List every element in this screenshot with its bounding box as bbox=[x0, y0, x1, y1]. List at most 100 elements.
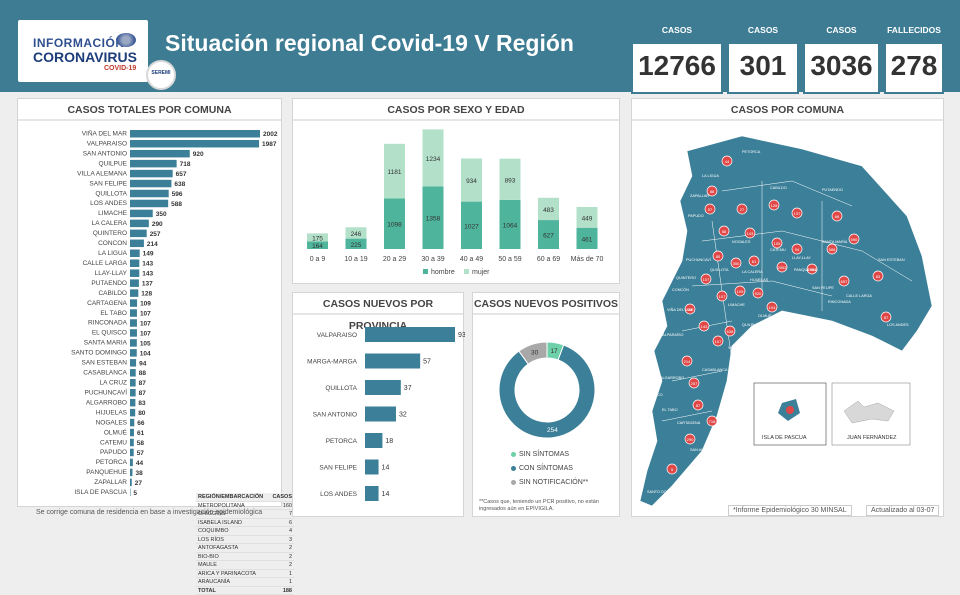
seremi-seal: SEREMI bbox=[146, 60, 176, 90]
map-marker-value: 350 bbox=[733, 261, 740, 266]
donut-value: 254 bbox=[547, 427, 558, 434]
provincia-bar bbox=[365, 460, 379, 475]
map-commune-label: SAN ANTONIO bbox=[690, 448, 716, 452]
age-label: Más de 70 bbox=[571, 256, 604, 263]
table-cell: 2 bbox=[289, 553, 292, 561]
map-commune-label: CONCÓN bbox=[672, 287, 689, 292]
map-marker-value: 588 bbox=[829, 247, 836, 252]
legend-swatch-hombre bbox=[423, 269, 428, 274]
comuna-label: VIÑA DEL MAR bbox=[82, 129, 128, 138]
comuna-label: SANTA MARIA bbox=[84, 340, 128, 347]
map-marker-value: 143 bbox=[701, 324, 708, 329]
map-marker-value: 107 bbox=[719, 294, 726, 299]
map-marker-value: 143 bbox=[747, 231, 754, 236]
comuna-label: PUCHUNCAVÍ bbox=[85, 387, 128, 396]
age-label: 50 a 59 bbox=[498, 256, 521, 263]
comuna-value: 94 bbox=[139, 360, 147, 367]
map-marker bbox=[786, 406, 794, 414]
map-marker-value: 920 bbox=[755, 291, 762, 296]
comuna-label: SANTO DOMINGO bbox=[71, 350, 127, 357]
comuna-bar bbox=[130, 259, 139, 267]
hombre-value: 1064 bbox=[503, 222, 518, 229]
legend-dot bbox=[511, 466, 516, 471]
hombre-value: 164 bbox=[312, 243, 323, 250]
stat-casos-activos: CASOS ACTIVOS* 3036 bbox=[803, 14, 880, 94]
map-marker-value: 57 bbox=[708, 207, 713, 212]
stat-value: 3036 bbox=[805, 44, 878, 88]
juan-label: JUAN FERNÁNDEZ bbox=[847, 434, 897, 441]
map-marker-value: 596 bbox=[851, 237, 858, 242]
table-cell: METROPOLITANA bbox=[198, 502, 245, 510]
mujer-value: 483 bbox=[543, 207, 554, 214]
comuna-label: LLAY-LLAY bbox=[95, 270, 128, 277]
comuna-value: 214 bbox=[147, 241, 158, 248]
comuna-label: LIMACHE bbox=[98, 210, 128, 217]
map-commune-label: PETORCA bbox=[742, 150, 761, 154]
comuna-value: 149 bbox=[143, 251, 154, 258]
legend-con-sintomas: CON SÍNTOMAS bbox=[511, 465, 573, 472]
table-cell: 1 bbox=[289, 578, 292, 586]
provincia-bar bbox=[365, 380, 401, 395]
stat-value: 301 bbox=[729, 44, 797, 88]
map-marker-value: 87 bbox=[884, 315, 889, 320]
provincia-value: 14 bbox=[382, 465, 390, 472]
age-label: 10 a 19 bbox=[344, 256, 367, 263]
mujer-value: 449 bbox=[582, 215, 593, 222]
comuna-bar bbox=[130, 140, 259, 148]
comuna-value: 87 bbox=[139, 390, 147, 397]
comuna-label: SAN ANTONIO bbox=[83, 150, 127, 157]
map-commune-label: EL QUISCO bbox=[642, 393, 663, 397]
comuna-label: CATEMU bbox=[100, 439, 127, 446]
provincia-label: QUILLOTA bbox=[325, 385, 357, 392]
panel-title: CASOS NUEVOS POR PROVINCIA bbox=[293, 293, 463, 315]
map-marker-value: 87 bbox=[696, 403, 701, 408]
comuna-label: RINCONADA bbox=[88, 320, 128, 327]
comuna-bar bbox=[130, 319, 137, 327]
map-marker-value: 109 bbox=[737, 289, 744, 294]
comuna-value: 588 bbox=[171, 201, 182, 208]
comuna-label: ALGARROBO bbox=[86, 399, 127, 406]
comuna-value: 44 bbox=[136, 460, 144, 467]
comuna-value: 104 bbox=[140, 350, 151, 357]
header-cell: REGIÓN/EMBARCACIÓN bbox=[198, 493, 263, 501]
provincia-label: MARGA-MARGA bbox=[307, 359, 358, 366]
mujer-value: 1234 bbox=[426, 156, 441, 163]
provincia-value: 14 bbox=[382, 491, 390, 498]
map-commune-label: QUINTERO bbox=[676, 276, 696, 280]
map-commune-label: LA CALERA bbox=[742, 270, 763, 274]
mujer-value: 175 bbox=[312, 235, 323, 242]
hombre-value: 1027 bbox=[464, 223, 479, 230]
mujer-value: 893 bbox=[505, 177, 516, 184]
comuna-bar bbox=[130, 449, 134, 457]
page-title: Situación regional Covid-19 V Región bbox=[165, 30, 574, 57]
map-commune-label: LIMACHE bbox=[728, 303, 745, 307]
comuna-label: LA LIGUA bbox=[98, 250, 128, 257]
map-marker-value: 107 bbox=[703, 277, 710, 282]
comuna-label: EL TABO bbox=[100, 310, 127, 317]
table-cell: TOTAL bbox=[198, 587, 216, 595]
comuna-value: 290 bbox=[152, 221, 163, 228]
comuna-bar bbox=[130, 389, 136, 397]
comuna-value: 27 bbox=[135, 480, 143, 487]
comuna-bar bbox=[130, 479, 132, 487]
map-marker-value: 137 bbox=[794, 211, 801, 216]
comuna-value: 83 bbox=[138, 400, 146, 407]
comuna-value: 61 bbox=[137, 430, 145, 437]
provincia-value: 57 bbox=[423, 359, 431, 366]
provincia-label: SAN ANTONIO bbox=[313, 412, 357, 419]
map-commune-label: HIJUELAS bbox=[750, 278, 769, 282]
hombre-value: 1098 bbox=[387, 222, 402, 229]
legend-label: SIN SÍNTOMAS bbox=[519, 451, 569, 458]
map-marker-value: 66 bbox=[835, 214, 840, 219]
map-marker-value: 58 bbox=[722, 229, 727, 234]
